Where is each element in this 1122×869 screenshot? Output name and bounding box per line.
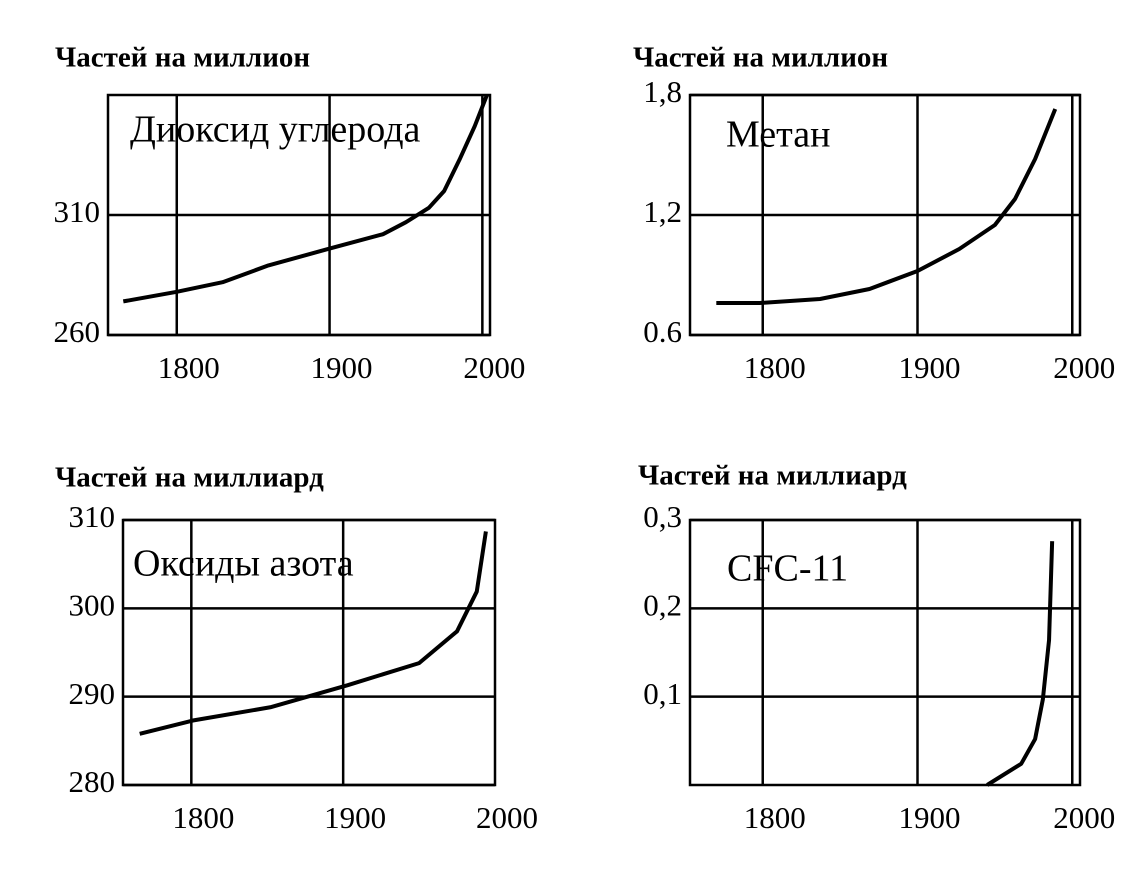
x-tick-label: 2000 bbox=[463, 350, 525, 385]
x-tick-label: 2000 bbox=[1053, 350, 1115, 385]
data-line bbox=[716, 108, 1058, 305]
y-tick-label: 0.6 bbox=[643, 314, 682, 349]
y-tick-label: 310 bbox=[69, 499, 116, 534]
x-tick-label: 1800 bbox=[172, 800, 234, 835]
annotation: Оксиды азота bbox=[133, 543, 354, 585]
y-tick-label: 310 bbox=[54, 194, 101, 229]
data-line bbox=[122, 94, 489, 304]
y-tick-label: 290 bbox=[69, 676, 116, 711]
x-tick-label: 1900 bbox=[311, 350, 373, 385]
annotation: Диоксид углерода bbox=[130, 109, 421, 151]
y-axis-unit: Частей на миллион bbox=[55, 42, 310, 74]
x-tick-label: 1800 bbox=[744, 800, 806, 835]
y-tick-label: 0,1 bbox=[643, 676, 682, 711]
x-tick-label: 1800 bbox=[158, 350, 220, 385]
y-tick-label: 300 bbox=[69, 587, 116, 622]
y-tick-label: 0,2 bbox=[643, 587, 682, 622]
data-line bbox=[986, 541, 1055, 787]
x-tick-label: 1800 bbox=[744, 350, 806, 385]
y-tick-label: 260 bbox=[54, 314, 101, 349]
y-axis-unit: Частей на миллиард bbox=[55, 462, 324, 494]
x-tick-label: 2000 bbox=[1053, 800, 1115, 835]
x-tick-label: 1900 bbox=[899, 800, 961, 835]
y-tick-label: 1,8 bbox=[643, 74, 682, 109]
data-line bbox=[139, 531, 488, 736]
x-tick-label: 1900 bbox=[324, 800, 386, 835]
y-tick-label: 1,2 bbox=[643, 194, 682, 229]
x-tick-label: 1900 bbox=[899, 350, 961, 385]
x-tick-label: 2000 bbox=[476, 800, 538, 835]
y-axis-unit: Частей на миллиард bbox=[638, 460, 907, 492]
y-axis-unit: Частей на миллион bbox=[633, 42, 888, 74]
annotation: Метан bbox=[726, 114, 830, 156]
annotation: CFC-11 bbox=[727, 548, 848, 590]
y-tick-label: 0,3 bbox=[643, 499, 682, 534]
y-tick-label: 280 bbox=[69, 764, 116, 799]
